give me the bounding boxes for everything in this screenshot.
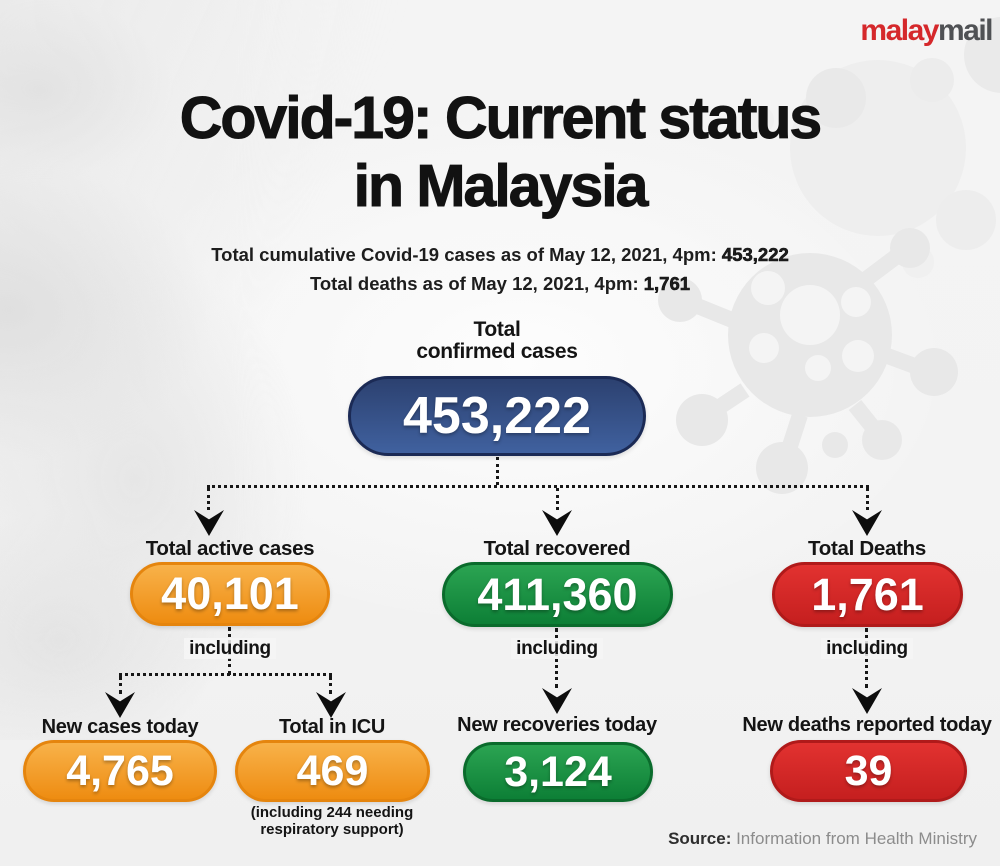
deaths-value: 1,761 [811,568,924,620]
malaymail-logo: malaymail [860,14,994,48]
arrow-down-icon [194,510,224,536]
connector-stub-right [866,488,869,510]
icu-note-line1: (including 244 needing [250,804,414,821]
new-recoveries-pill: 3,124 [463,742,653,802]
active-cases-pill: 40,101 [130,562,330,626]
new-deaths-value: 39 [844,746,893,795]
total-confirmed-label-line1: Total [473,318,521,341]
logo-mail: mail [937,14,994,47]
branch-recovered-label: Total recovered [483,537,631,560]
subtitle-line1-text: Total cumulative Covid-19 cases as of Ma… [211,244,722,265]
page-title: Covid-19: Current status in Malaysia [0,84,1000,220]
subtitle: Total cumulative Covid-19 cases as of Ma… [0,240,1000,298]
total-confirmed-value: 453,222 [403,387,591,445]
icu-label: Total in ICU [278,716,386,738]
connector-stub-middle [556,488,559,510]
new-recoveries-value: 3,124 [504,747,612,796]
connector-active-sub-stub-right [329,676,332,694]
icu-pill: 469 [235,740,430,802]
icu-note: (including 244 needing respiratory suppo… [222,804,442,838]
source-line: Source: Information from Health Ministry [668,829,977,849]
including-label-active: including [130,638,330,660]
deaths-pill: 1,761 [772,562,963,627]
active-cases-value: 40,101 [161,568,299,619]
arrow-down-icon [105,692,135,718]
page-title-line2: in Malaysia [353,153,649,220]
new-cases-pill: 4,765 [23,740,217,802]
logo-malay: malay [860,14,939,47]
branch-deaths-label: Total Deaths [808,537,926,560]
subtitle-line2-text: Total deaths as of May 12, 2021, 4pm: [309,273,644,294]
connector-main-horizontal [207,485,869,488]
new-cases-value: 4,765 [66,746,174,795]
including-label-recovered: including [457,638,657,660]
subtitle-line2-value: 1,761 [643,273,691,295]
including-label-deaths: including [767,638,967,660]
new-cases-label: New cases today [41,716,199,738]
arrow-down-icon [852,510,882,536]
new-deaths-label: New deaths reported today [742,714,992,736]
arrow-down-icon [852,688,882,714]
branch-active-label: Total active cases [145,537,315,560]
icu-note-line2: respiratory support) [260,821,404,838]
total-confirmed-label: Total confirmed cases [347,319,647,363]
total-confirmed-pill: 453,222 [348,376,646,456]
arrow-down-icon [316,692,346,718]
arrow-down-icon [542,510,572,536]
recovered-value: 411,360 [477,568,638,620]
connector-active-sub-horizontal [119,673,332,676]
source-label: Source: [668,829,732,848]
new-deaths-pill: 39 [770,740,967,802]
page-title-line1: Covid-19: Current status [179,85,822,152]
total-confirmed-label-line2: confirmed cases [416,340,578,363]
recovered-pill: 411,360 [442,562,673,627]
icu-value: 469 [296,746,369,795]
subtitle-line1-value: 453,222 [721,244,789,266]
connector-stub-left [207,488,210,510]
connector-root-vertical [496,457,499,485]
new-recoveries-label: New recoveries today [457,714,657,736]
subtitle-line1: Total cumulative Covid-19 cases as of Ma… [0,240,1000,269]
source-text: Information from Health Ministry [731,829,977,848]
subtitle-line2: Total deaths as of May 12, 2021, 4pm: 1,… [0,269,1000,298]
connector-active-sub-stub-left [119,676,122,694]
arrow-down-icon [542,688,572,714]
